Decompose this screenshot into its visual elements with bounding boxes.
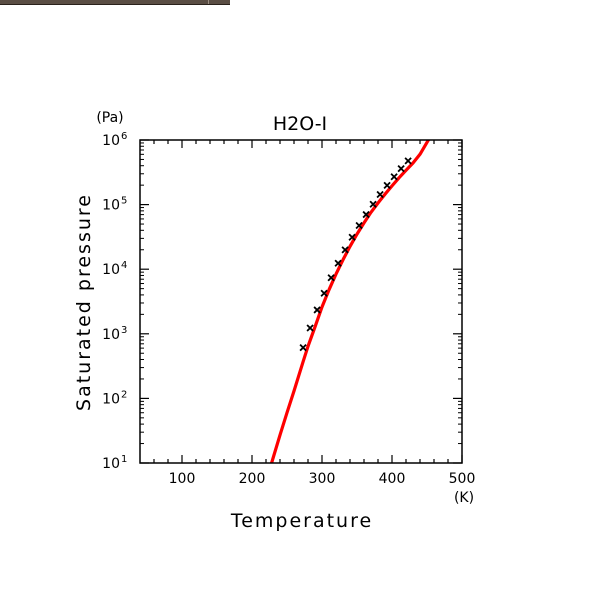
data-point-marker xyxy=(362,210,370,219)
series-curve xyxy=(270,140,430,463)
data-point-marker xyxy=(376,190,384,199)
data-point-marker xyxy=(348,233,356,241)
y-tick-exponent: 6 xyxy=(121,131,127,142)
y-tick-exponent: 3 xyxy=(121,325,127,336)
y-unit-label: (Pa) xyxy=(96,110,123,126)
data-point-marker xyxy=(383,181,391,190)
y-tick-exponent: 1 xyxy=(121,454,127,465)
data-point-marker xyxy=(355,221,363,230)
chart-title: H2O-I xyxy=(273,113,327,135)
y-tick-label: 10 xyxy=(102,262,120,278)
data-point-marker xyxy=(390,173,398,181)
x-tick-label: 100 xyxy=(169,471,196,487)
y-tick-label: 10 xyxy=(102,133,120,149)
data-point-marker xyxy=(397,164,405,173)
y-axis-label: Saturated pressure xyxy=(73,193,95,411)
data-point-marker xyxy=(313,306,321,314)
y-tick-label: 10 xyxy=(102,198,120,214)
data-point-marker xyxy=(327,274,335,282)
data-point-marker xyxy=(341,246,349,254)
x-axis-label: Temperature xyxy=(230,510,373,532)
y-tick-exponent: 2 xyxy=(121,389,127,400)
x-tick-label: 300 xyxy=(309,471,336,487)
x-tick-label: 500 xyxy=(449,471,476,487)
data-point-marker xyxy=(320,289,328,297)
data-point-marker xyxy=(299,343,307,352)
y-tick-exponent: 5 xyxy=(121,196,127,207)
data-point-marker xyxy=(306,324,314,332)
y-tick-label: 10 xyxy=(102,456,120,472)
x-tick-label: 400 xyxy=(379,471,406,487)
x-tick-label: 200 xyxy=(239,471,266,487)
y-tick-exponent: 4 xyxy=(121,260,127,271)
x-unit-label: (K) xyxy=(454,490,474,506)
y-tick-label: 10 xyxy=(102,391,120,407)
y-tick-label: 10 xyxy=(102,327,120,343)
data-point-marker xyxy=(334,259,342,267)
data-point-marker xyxy=(369,200,377,208)
data-point-marker xyxy=(404,157,412,165)
plot-frame xyxy=(139,139,463,464)
window-title-bar xyxy=(0,0,230,5)
